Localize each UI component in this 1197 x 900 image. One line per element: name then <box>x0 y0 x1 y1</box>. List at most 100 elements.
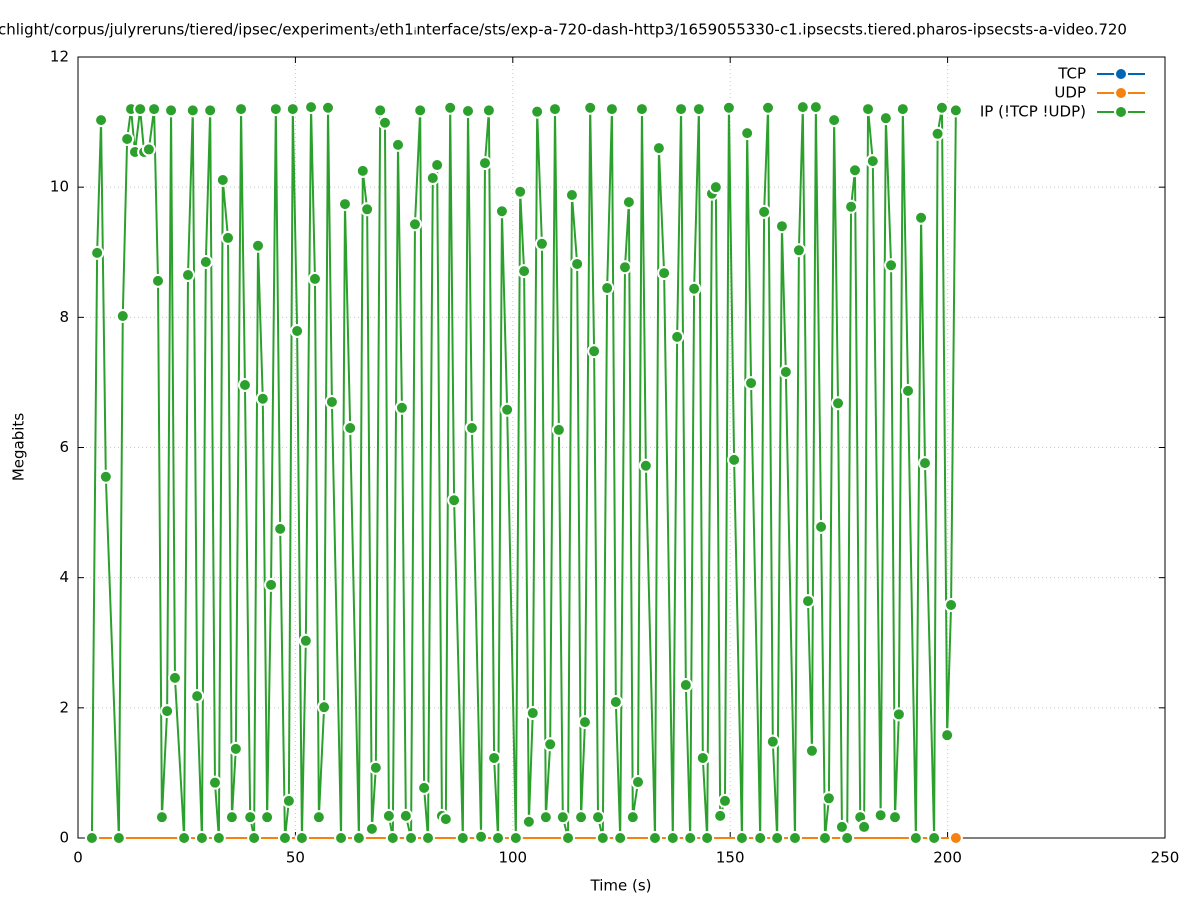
data-point <box>260 810 275 825</box>
data-point <box>647 831 662 845</box>
data-point <box>638 458 653 473</box>
data-point <box>827 113 842 128</box>
data-point <box>317 700 332 715</box>
data-point <box>455 831 470 845</box>
data-point <box>120 132 135 147</box>
data-point <box>670 329 685 344</box>
data-point <box>687 281 702 296</box>
data-point <box>281 793 296 808</box>
data-point <box>570 256 585 271</box>
data-point <box>185 103 200 118</box>
data-point <box>351 831 366 845</box>
data-point <box>141 142 156 157</box>
data-point <box>847 163 862 178</box>
data-point <box>757 204 772 219</box>
chart-title: chlight/corpus/julyreruns/tiered/ipsec/e… <box>0 21 1127 39</box>
data-point <box>228 741 243 756</box>
data-point <box>674 102 689 117</box>
data-point <box>255 391 270 406</box>
x-tick-label: 0 <box>73 849 83 867</box>
data-point <box>385 831 400 845</box>
data-point <box>600 281 615 296</box>
data-point <box>115 309 130 324</box>
data-point <box>215 173 230 188</box>
data-point <box>787 831 802 845</box>
data-point <box>90 245 105 260</box>
data-point <box>547 102 562 117</box>
data-point <box>290 324 305 339</box>
data-point <box>198 255 213 270</box>
data-point <box>534 236 549 251</box>
data-point <box>717 793 732 808</box>
x-tick-label: 250 <box>1151 849 1180 867</box>
data-point <box>583 100 598 115</box>
data-point <box>373 103 388 118</box>
data-point <box>251 238 266 253</box>
data-point <box>521 814 536 829</box>
data-point <box>857 819 872 834</box>
legend-marker <box>1114 105 1128 119</box>
data-point <box>334 831 349 845</box>
x-tick-label: 150 <box>716 849 745 867</box>
data-point <box>700 831 715 845</box>
data-point <box>177 831 192 845</box>
data-point <box>657 266 672 281</box>
data-point <box>203 103 218 118</box>
data-point <box>865 154 880 169</box>
data-point <box>247 831 262 845</box>
data-point <box>884 258 899 273</box>
y-axis-label: Megabits <box>10 413 28 481</box>
data-point <box>587 344 602 359</box>
data-point <box>727 452 742 467</box>
x-tick-label: 50 <box>286 849 305 867</box>
data-point <box>194 831 209 845</box>
data-point <box>461 104 476 119</box>
data-point <box>713 808 728 823</box>
data-point <box>683 831 698 845</box>
y-tick-label: 8 <box>59 308 69 326</box>
data-point <box>927 831 942 845</box>
data-point <box>304 100 319 115</box>
data-point <box>404 831 419 845</box>
data-point <box>277 831 292 845</box>
data-point <box>948 831 963 845</box>
y-tick-label: 6 <box>59 438 69 456</box>
data-point <box>940 728 955 743</box>
data-point <box>817 831 832 845</box>
data-point <box>561 831 576 845</box>
data-point <box>285 102 300 117</box>
data-point <box>678 678 693 693</box>
data-point <box>447 493 462 508</box>
data-point <box>438 812 453 827</box>
data-point <box>343 420 358 435</box>
data-point <box>617 260 632 275</box>
data-point <box>151 273 166 288</box>
legend-marker <box>1114 86 1128 100</box>
data-point <box>840 831 855 845</box>
data-point <box>778 365 793 380</box>
x-axis-label: Time (s) <box>590 877 652 895</box>
data-point <box>914 210 929 225</box>
data-point <box>538 810 553 825</box>
data-point <box>355 163 370 178</box>
data-point <box>464 420 479 435</box>
data-point <box>844 199 859 214</box>
data-point <box>477 156 492 171</box>
data-point <box>425 171 440 186</box>
data-point <box>930 126 945 141</box>
data-point <box>734 831 749 845</box>
data-point <box>154 810 169 825</box>
data-point <box>917 456 932 471</box>
y-tick-label: 4 <box>59 568 69 586</box>
data-point <box>321 100 336 115</box>
data-point <box>391 137 406 152</box>
data-point <box>307 271 322 286</box>
data-point <box>901 383 916 398</box>
data-point <box>430 158 445 173</box>
data-point <box>224 810 239 825</box>
data-point <box>190 689 205 704</box>
data-point <box>243 810 258 825</box>
data-point <box>298 633 313 648</box>
data-point <box>873 808 888 823</box>
